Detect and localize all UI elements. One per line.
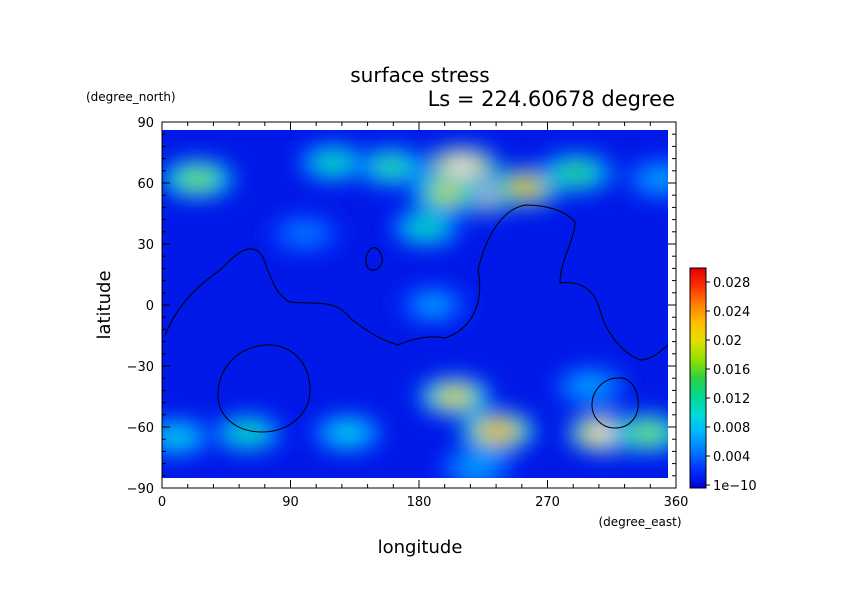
stress-hotspots: [162, 142, 668, 478]
contour-crater-left: [217, 344, 311, 433]
x-axis: 0 90 180 270 360: [158, 122, 689, 510]
hotspot-20-level-3: [463, 460, 490, 475]
y-tick-label: −60: [127, 421, 154, 436]
hotspot-11-level-3: [484, 424, 511, 438]
colorbar: 0.028 0.024 0.02 0.016 0.012 0.008 0.004 1e−10: [689, 267, 757, 494]
x-tick-label: 0: [158, 495, 166, 510]
x-unit-label: (degree_east): [598, 515, 681, 529]
colorbar-ticks: 0.028 0.024 0.02 0.016 0.012 0.008 0.004 1e−10: [706, 276, 757, 494]
y-tick-label: −30: [127, 360, 154, 375]
colorbar-tick-label: 0.012: [713, 392, 750, 407]
hotspot-3-level-3: [434, 186, 461, 200]
colorbar-tick-label: 1e−10: [713, 479, 757, 494]
hotspot-2-level-3: [513, 180, 540, 194]
contour-line-main: [164, 204, 668, 361]
topography-contours: [164, 204, 668, 433]
x-tick-label: 270: [535, 495, 560, 510]
x-axis-title: longitude: [378, 537, 463, 558]
y-axis: 90 60 30 0 −30 −60 −90: [127, 116, 676, 497]
hotspot-6-level-3: [563, 166, 589, 180]
hotspot-7-level-3: [184, 172, 211, 186]
colorbar-tick-label: 0.008: [713, 421, 750, 436]
hotspot-9-level-3: [648, 172, 668, 186]
y-unit-label: (degree_north): [86, 90, 176, 104]
y-tick-label: −90: [127, 482, 154, 497]
hotspot-0-level-3: [448, 159, 475, 174]
hotspot-10-level-3: [441, 389, 468, 404]
hotspot-15-level-3: [334, 426, 361, 440]
x-tick-label: 360: [664, 495, 689, 510]
hotspot-13-level-3: [634, 426, 661, 440]
hotspot-19-level-3: [291, 227, 318, 241]
colorbar-tick-label: 0.02: [713, 334, 742, 349]
contour-line-small: [365, 247, 383, 271]
contour-crater-right: [591, 377, 639, 429]
colorbar-tick-label: 0.016: [713, 363, 750, 378]
stress-field: [162, 130, 668, 478]
y-tick-label: 30: [137, 238, 154, 253]
x-tick-label: 180: [407, 495, 432, 510]
hotspot-8-level-3: [413, 220, 440, 235]
colorbar-tick-label: 0.028: [713, 276, 750, 291]
hotspot-18-level-3: [420, 298, 447, 312]
hotspot-4-level-3: [377, 159, 404, 174]
x-tick-label: 90: [282, 495, 299, 510]
y-tick-label: 60: [137, 177, 154, 192]
y-tick-label: 90: [137, 116, 154, 131]
y-tick-label: 0: [146, 299, 154, 314]
colorbar-tick-label: 0.024: [713, 305, 750, 320]
chart-subtitle: Ls = 224.60678 degree: [428, 87, 675, 111]
y-axis-title: latitude: [94, 270, 115, 339]
chart-title: surface stress: [350, 63, 489, 87]
colorbar-tick-label: 0.004: [713, 450, 750, 465]
hotspot-14-level-3: [234, 426, 261, 440]
hotspot-16-level-3: [163, 430, 190, 444]
hotspot-5-level-3: [320, 155, 347, 170]
colorbar-bar: [689, 267, 707, 489]
